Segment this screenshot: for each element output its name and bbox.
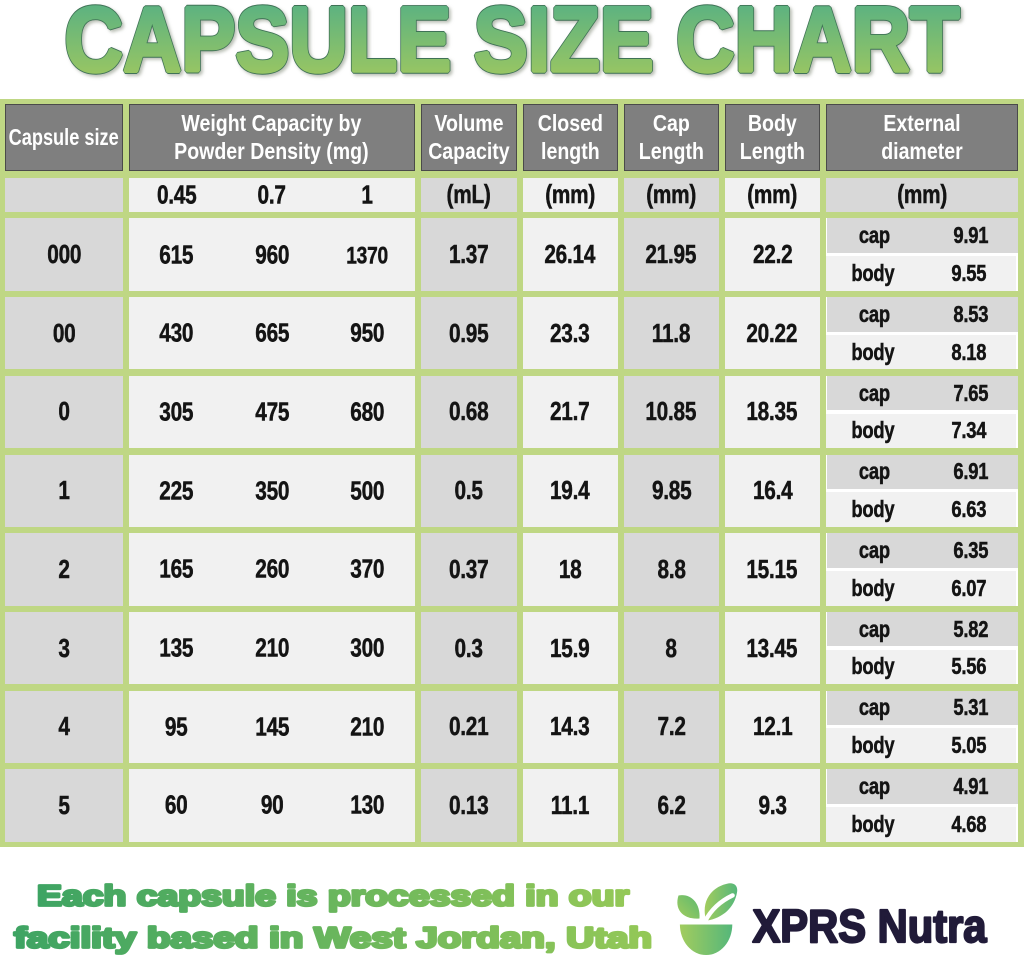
svg-text:facility based in West Jordan,: facility based in West Jordan, Utah: [14, 923, 652, 955]
svg-text:CAPSULE SIZE CHART: CAPSULE SIZE CHART: [65, 0, 960, 91]
svg-text:Each capsule is processed in o: Each capsule is processed in our: [37, 881, 629, 913]
svg-text:XPRS Nutra: XPRS Nutra: [753, 900, 987, 952]
svg-text:CAPSULE SIZE CHART: CAPSULE SIZE CHART: [65, 0, 960, 91]
